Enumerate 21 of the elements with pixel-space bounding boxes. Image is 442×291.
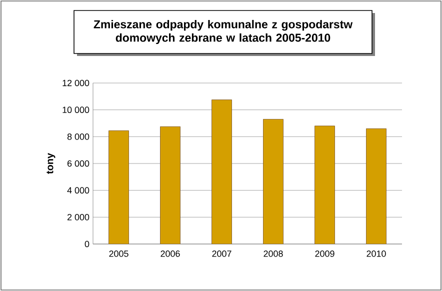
y-tick-label: 2 000: [68, 214, 90, 220]
y-axis-title: tony: [46, 153, 56, 174]
chart-title: Zmieszane odpapdy komunalne z gospodarstw domowych zebrane w latach 2005-2010: [94, 20, 353, 44]
y-tick-label: 8 000: [67, 133, 90, 140]
bar: [108, 130, 129, 244]
bar: [263, 119, 284, 244]
y-tick-label: 4 000: [67, 187, 90, 194]
x-tick-label: 2005: [109, 250, 128, 257]
x-tick-label: 2006: [160, 250, 180, 257]
bar: [314, 126, 335, 244]
bar: [212, 100, 232, 244]
y-tick-label: 6 000: [68, 160, 90, 167]
bar: [366, 128, 386, 244]
x-tick-label: 2009: [315, 250, 334, 257]
y-tick-label: 12 000: [62, 80, 90, 86]
x-tick-label: 2008: [264, 250, 283, 257]
x-tick-label: 2010: [366, 250, 386, 257]
x-tick-label: 2007: [212, 250, 232, 257]
bar: [160, 126, 180, 244]
y-tick-label: 10 000: [62, 106, 90, 114]
y-tick-label: 0: [84, 240, 90, 248]
